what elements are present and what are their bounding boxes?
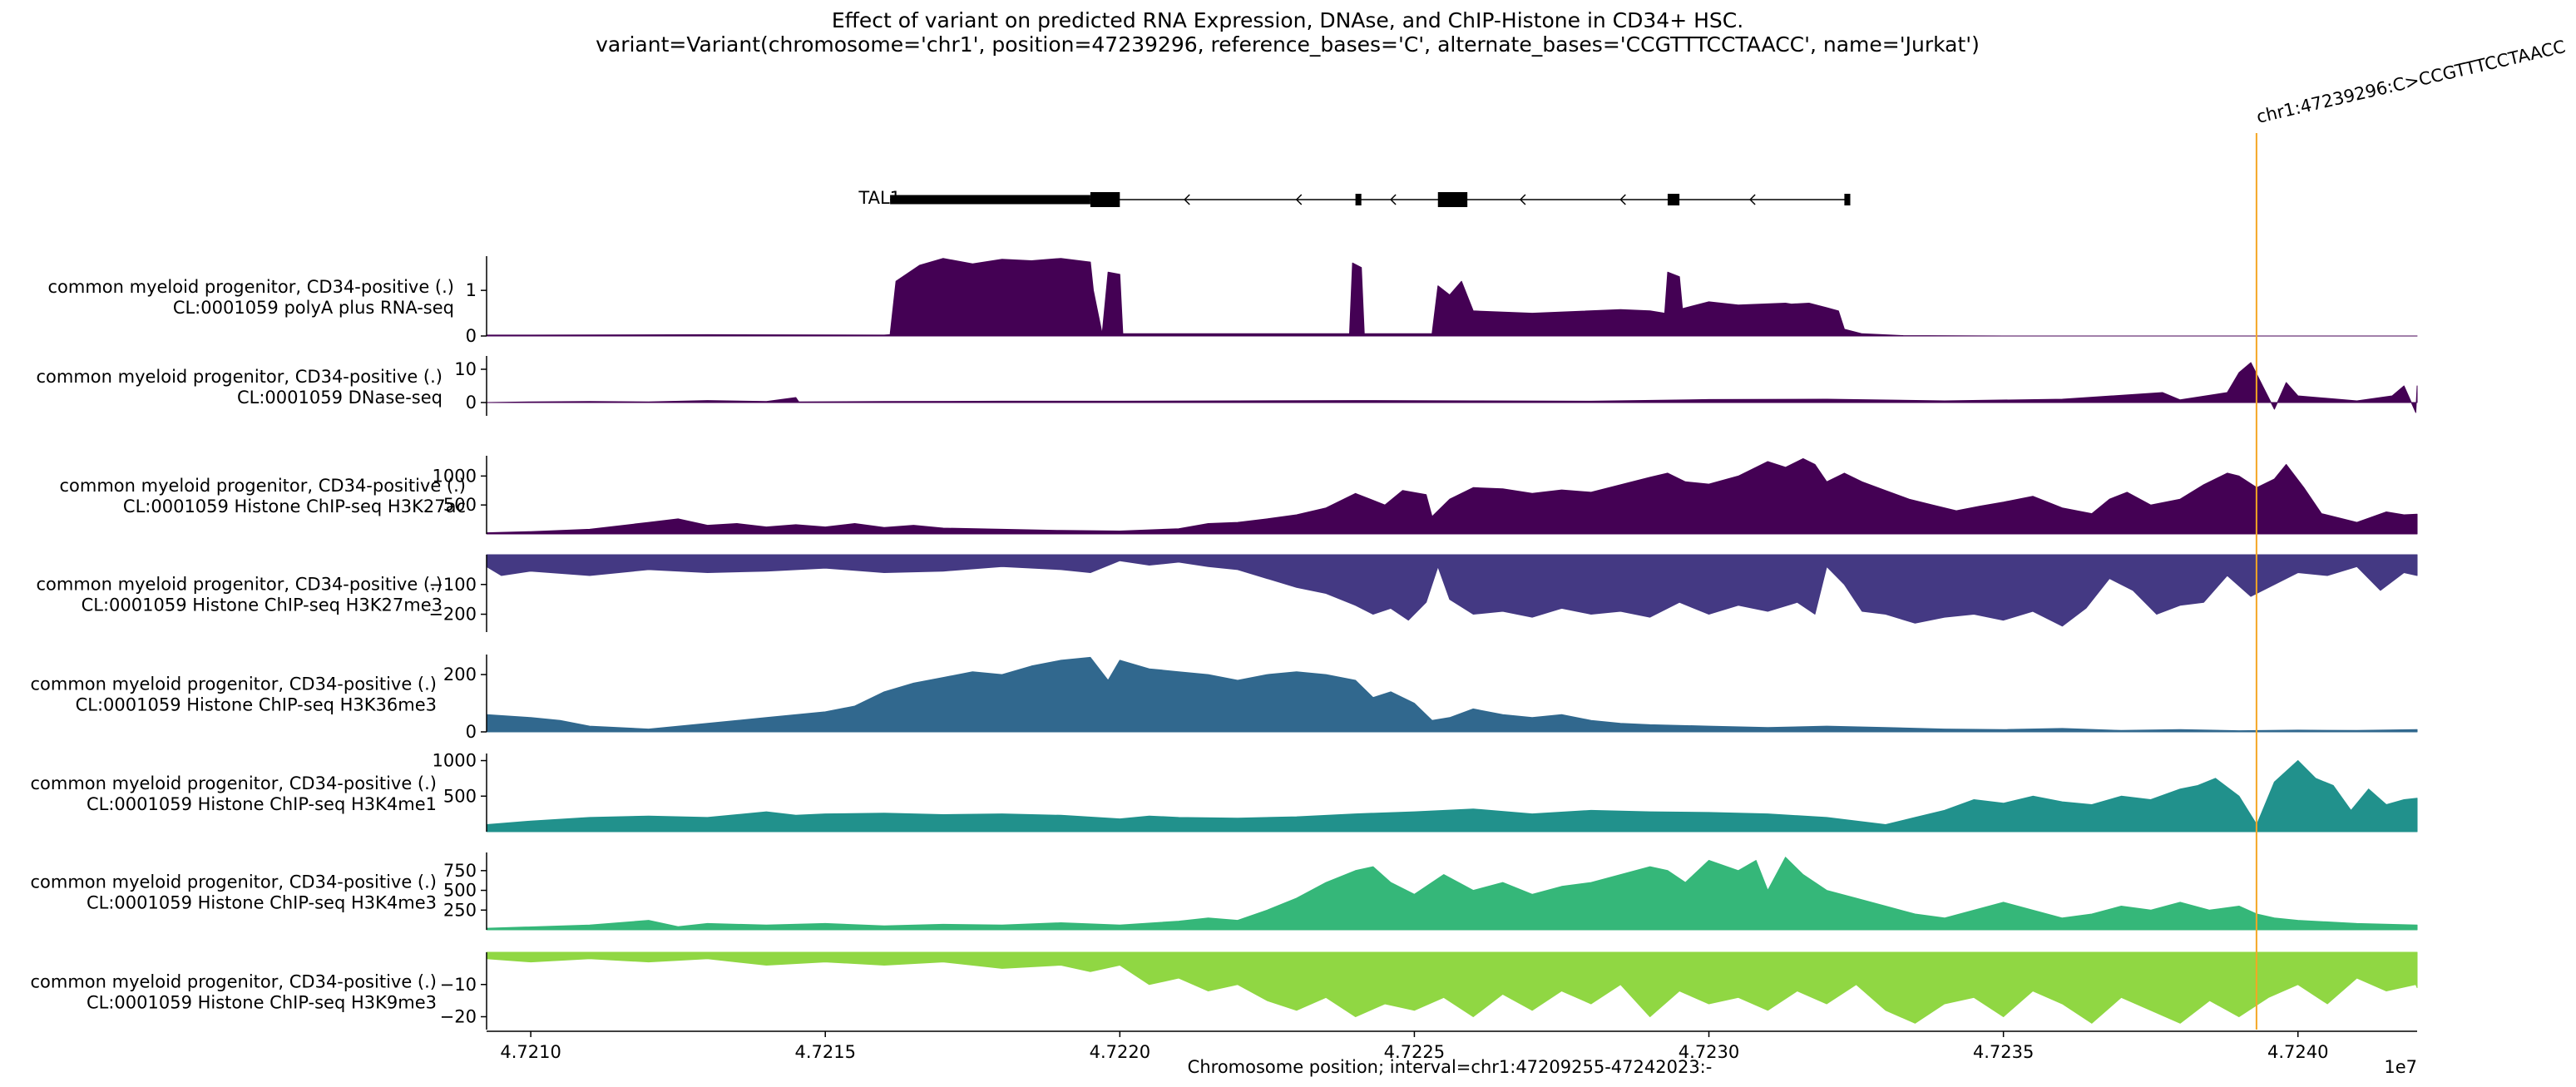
x-tick-label: 4.7240 bbox=[2267, 1042, 2328, 1062]
y-tick-label: 250 bbox=[443, 900, 477, 920]
figure-title: Effect of variant on predicted RNA Expre… bbox=[832, 8, 1743, 32]
y-tick-label: 1 bbox=[466, 280, 477, 300]
y-tick-label: 500 bbox=[443, 495, 477, 515]
track-signal-area bbox=[486, 857, 2418, 931]
track-signal-area bbox=[486, 258, 2418, 337]
y-tick-label: 500 bbox=[443, 786, 477, 806]
y-tick-label: 500 bbox=[443, 881, 477, 901]
y-tick-label: 200 bbox=[443, 665, 477, 684]
track-label-line2: CL:0001059 Histone ChIP-seq H3K9me3 bbox=[87, 993, 437, 1013]
track-label-line1: common myeloid progenitor, CD34-positive… bbox=[30, 674, 437, 694]
x-tick-label: 4.7230 bbox=[1679, 1042, 1739, 1062]
track-label-line1: common myeloid progenitor, CD34-positive… bbox=[59, 476, 466, 496]
y-tick-label: 750 bbox=[443, 861, 477, 881]
gene-exon bbox=[1844, 194, 1851, 205]
track-h3k4me1: common myeloid progenitor, CD34-positive… bbox=[30, 751, 2418, 833]
gene-exon bbox=[1090, 192, 1120, 207]
track-label-line2: CL:0001059 Histone ChIP-seq H3K4me1 bbox=[87, 794, 437, 814]
track-rna: common myeloid progenitor, CD34-positive… bbox=[47, 256, 2418, 346]
x-tick-label: 4.7220 bbox=[1090, 1042, 1150, 1062]
gene-strand-arrow bbox=[1519, 194, 1526, 205]
track-label-line1: common myeloid progenitor, CD34-positive… bbox=[36, 575, 443, 595]
y-tick-label: 0 bbox=[466, 393, 477, 413]
y-tick-label: 1000 bbox=[433, 466, 477, 486]
track-dnase: common myeloid progenitor, CD34-positive… bbox=[36, 356, 2418, 416]
x-axis-label: Chromosome position; interval=chr1:47209… bbox=[1188, 1057, 1713, 1077]
track-signal-area bbox=[486, 554, 2418, 627]
track-label-line2: CL:0001059 Histone ChIP-seq H3K27ac bbox=[123, 497, 466, 516]
gene-annotation: TAL1 bbox=[858, 188, 1851, 208]
track-label-line2: CL:0001059 polyA plus RNA-seq bbox=[173, 298, 454, 318]
gene-strand-arrow bbox=[1749, 194, 1756, 205]
track-label-line1: common myeloid progenitor, CD34-positive… bbox=[30, 872, 437, 892]
y-tick-label: 0 bbox=[466, 722, 477, 742]
y-tick-label: −10 bbox=[440, 975, 477, 995]
track-signal-area bbox=[486, 951, 2418, 1024]
x-tick-label: 4.7210 bbox=[500, 1042, 561, 1062]
track-h3k36me3: common myeloid progenitor, CD34-positive… bbox=[30, 655, 2418, 742]
track-signal-area bbox=[486, 656, 2418, 733]
figure-subtitle: variant=Variant(chromosome='chr1', posit… bbox=[596, 32, 1980, 57]
gene-exon bbox=[890, 195, 1090, 205]
y-tick-label: −100 bbox=[428, 575, 477, 595]
track-label-line2: CL:0001059 Histone ChIP-seq H3K4me3 bbox=[87, 893, 437, 913]
track-label-line2: CL:0001059 Histone ChIP-seq H3K36me3 bbox=[76, 695, 437, 715]
tracks: common myeloid progenitor, CD34-positive… bbox=[30, 256, 2418, 1030]
track-label-line1: common myeloid progenitor, CD34-positive… bbox=[47, 277, 454, 297]
x-axis: Chromosome position; interval=chr1:47209… bbox=[487, 1030, 2417, 1077]
gene-exon bbox=[1667, 194, 1680, 205]
variant-label: chr1:47239296:C>CCGTTTCCTAACC bbox=[2255, 37, 2568, 127]
gene-exon bbox=[1355, 194, 1362, 205]
track-h3k4me3: common myeloid progenitor, CD34-positive… bbox=[30, 852, 2418, 931]
gene-exon bbox=[1437, 192, 1468, 207]
track-label-line1: common myeloid progenitor, CD34-positive… bbox=[36, 367, 443, 387]
y-tick-label: −200 bbox=[428, 605, 477, 625]
x-tick-label: 4.7215 bbox=[794, 1042, 855, 1062]
track-h3k27me3: common myeloid progenitor, CD34-positive… bbox=[36, 554, 2418, 632]
gene-strand-arrow bbox=[1619, 194, 1626, 205]
x-tick-label: 4.7225 bbox=[1384, 1042, 1445, 1062]
y-tick-label: −20 bbox=[440, 1007, 477, 1027]
track-signal-area bbox=[486, 760, 2418, 833]
y-tick-label: 0 bbox=[466, 326, 477, 346]
gene-strand-arrow bbox=[1390, 194, 1397, 205]
gene-strand-arrow bbox=[1184, 194, 1190, 205]
track-h3k9me3: common myeloid progenitor, CD34-positive… bbox=[30, 951, 2418, 1030]
x-tick-label: 4.7235 bbox=[1973, 1042, 2034, 1062]
track-h3k27ac: common myeloid progenitor, CD34-positive… bbox=[59, 456, 2418, 535]
y-tick-label: 1000 bbox=[433, 751, 477, 771]
track-label-line2: CL:0001059 Histone ChIP-seq H3K27me3 bbox=[82, 595, 443, 615]
x-axis-offset-label: 1e7 bbox=[2384, 1057, 2417, 1077]
track-label-line1: common myeloid progenitor, CD34-positive… bbox=[30, 972, 437, 992]
gene-strand-arrow bbox=[1295, 194, 1303, 205]
track-label-line1: common myeloid progenitor, CD34-positive… bbox=[30, 773, 437, 793]
y-tick-label: 10 bbox=[454, 359, 477, 379]
track-signal-area bbox=[486, 458, 2418, 535]
track-label-line2: CL:0001059 DNase-seq bbox=[237, 388, 443, 408]
track-signal-area bbox=[486, 362, 2418, 413]
